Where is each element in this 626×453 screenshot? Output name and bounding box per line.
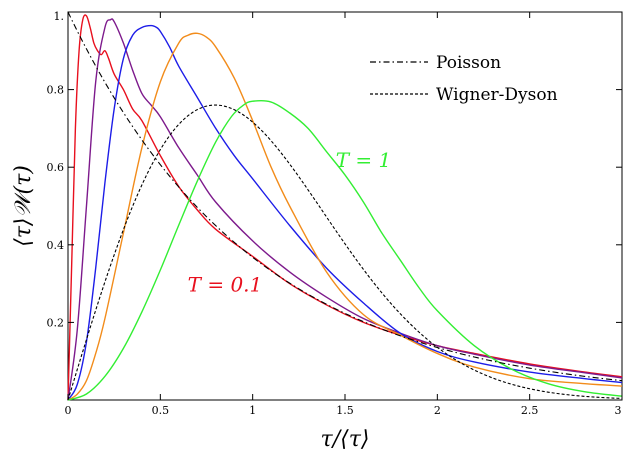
series-line-2 xyxy=(67,24,623,401)
y-tick-label: 0.6 xyxy=(47,161,65,174)
wigner-dyson-curve xyxy=(67,104,623,401)
legend-label-wigner-dyson: Wigner-Dyson xyxy=(436,85,558,105)
series-line-0 xyxy=(67,14,623,401)
legend: Poisson Wigner-Dyson xyxy=(370,53,558,105)
ticks-layer: 0 0.5 1 1.5 2 2.5 3 0.2 0.4 0.6 0.8 1. xyxy=(47,10,623,417)
y-axis-title: ⟨τ⟩𝒲(τ) xyxy=(11,165,36,247)
poisson-curve xyxy=(67,11,623,382)
y-tick-label: 0.4 xyxy=(47,239,65,252)
x-tick-label: 0 xyxy=(65,404,72,417)
y-tick-label: 0.2 xyxy=(47,316,65,329)
legend-label-poisson: Poisson xyxy=(436,53,501,73)
y-tick-label: 1. xyxy=(54,10,65,23)
x-tick-label: 2.5 xyxy=(521,404,539,417)
x-tick-label: 1.5 xyxy=(336,404,354,417)
series-line-4 xyxy=(67,100,623,401)
reference-layer xyxy=(67,11,623,401)
series-line-3 xyxy=(67,32,623,401)
x-axis-title: τ/⟨τ⟩ xyxy=(321,427,370,452)
annotation-t-0-1: T = 0.1 xyxy=(188,272,263,296)
x-tick-label: 3 xyxy=(615,404,622,417)
x-tick-label: 0.5 xyxy=(152,404,170,417)
x-tick-label: 1 xyxy=(249,404,256,417)
plot-frame xyxy=(67,11,623,401)
series-line-1 xyxy=(67,18,623,401)
series-layer xyxy=(67,14,623,401)
y-tick-label: 0.8 xyxy=(47,84,65,97)
x-tick-label: 2 xyxy=(434,404,441,417)
annotation-t-1: T = 1 xyxy=(336,148,392,172)
